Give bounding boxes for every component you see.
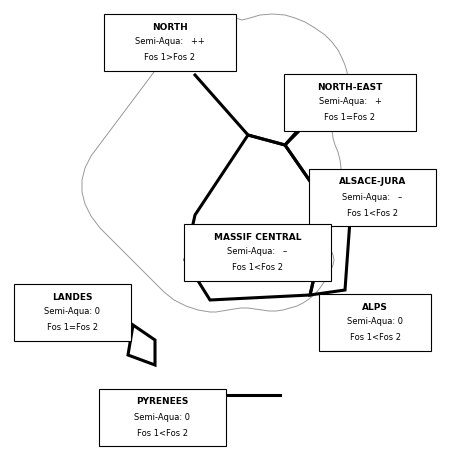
FancyBboxPatch shape [99, 389, 226, 446]
Text: Fos 1<Fos 2: Fos 1<Fos 2 [350, 334, 400, 343]
Text: Semi-Aqua:   –: Semi-Aqua: – [342, 192, 403, 201]
Text: Fos 1=Fos 2: Fos 1=Fos 2 [47, 324, 98, 333]
FancyBboxPatch shape [104, 14, 236, 71]
FancyBboxPatch shape [319, 294, 431, 351]
Text: Fos 1<Fos 2: Fos 1<Fos 2 [347, 208, 398, 218]
Text: Semi-Aqua:   ++: Semi-Aqua: ++ [135, 38, 205, 47]
FancyBboxPatch shape [284, 74, 416, 131]
FancyBboxPatch shape [184, 224, 331, 281]
Text: Fos 1<Fos 2: Fos 1<Fos 2 [232, 264, 283, 272]
Text: Semi-Aqua:   +: Semi-Aqua: + [319, 98, 381, 107]
Text: ALSACE-JURA: ALSACE-JURA [339, 178, 406, 187]
Text: Semi-Aqua: 0: Semi-Aqua: 0 [44, 307, 100, 317]
FancyBboxPatch shape [309, 169, 436, 226]
Text: Semi-Aqua: 0: Semi-Aqua: 0 [134, 413, 191, 422]
Text: Semi-Aqua: 0: Semi-Aqua: 0 [347, 317, 403, 327]
Text: NORTH: NORTH [152, 22, 188, 31]
Text: MASSIF CENTRAL: MASSIF CENTRAL [214, 232, 301, 241]
Text: LANDES: LANDES [52, 292, 93, 301]
Text: Fos 1<Fos 2: Fos 1<Fos 2 [137, 428, 188, 437]
Text: PYRENEES: PYRENEES [136, 397, 189, 407]
FancyBboxPatch shape [14, 284, 131, 341]
Text: Fos 1=Fos 2: Fos 1=Fos 2 [325, 113, 375, 122]
Text: Semi-Aqua:   –: Semi-Aqua: – [227, 248, 288, 257]
Text: NORTH-EAST: NORTH-EAST [317, 82, 383, 91]
Text: ALPS: ALPS [362, 303, 388, 311]
Text: Fos 1>Fos 2: Fos 1>Fos 2 [144, 53, 196, 62]
